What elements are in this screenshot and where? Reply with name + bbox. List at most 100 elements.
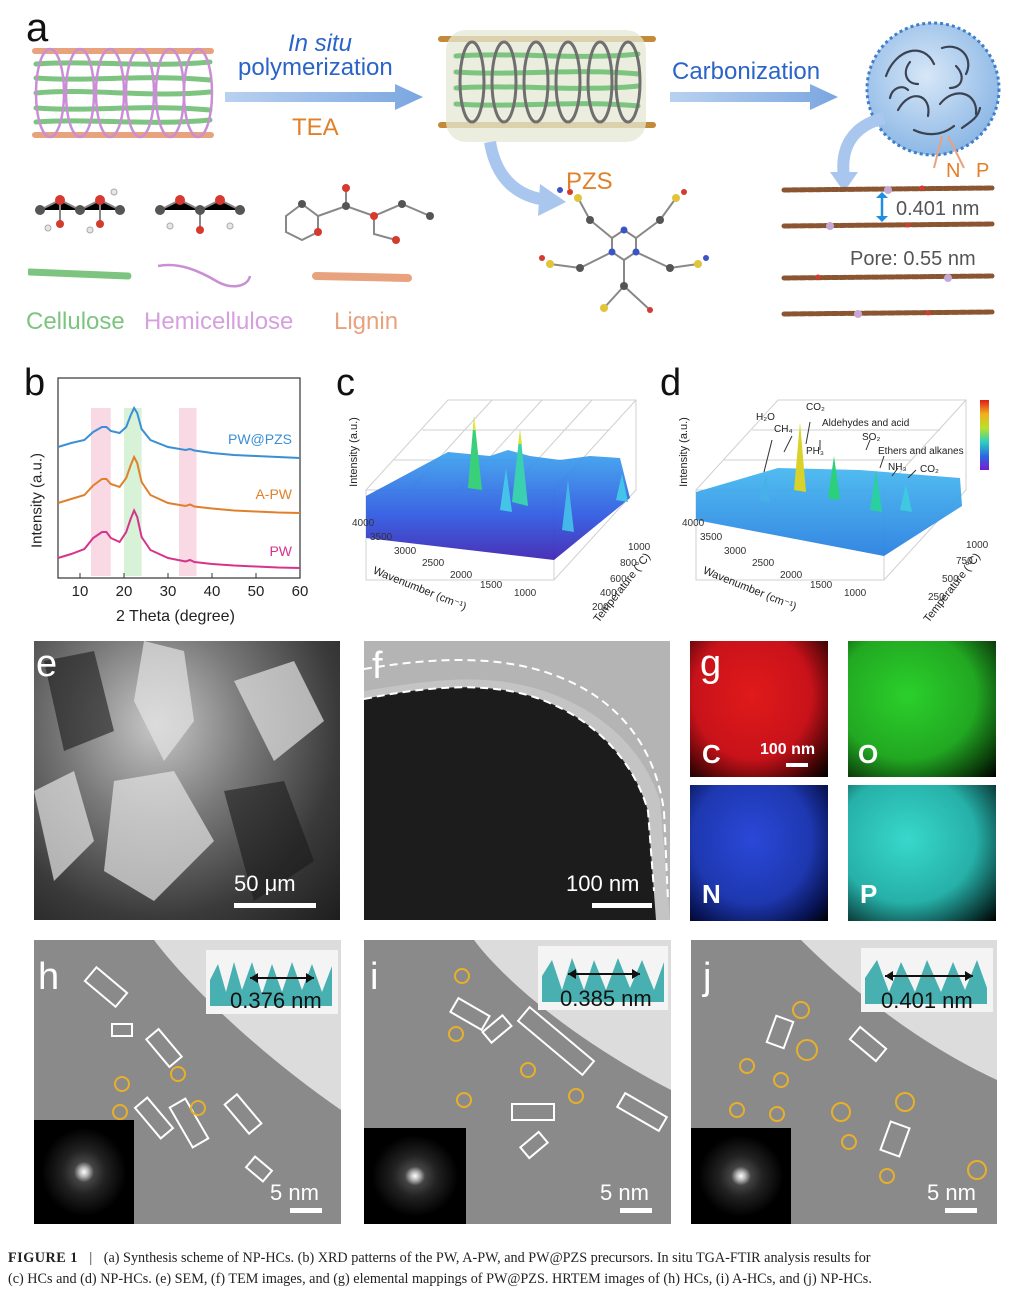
profile-inset-i: 0.385 nm	[538, 946, 668, 1011]
svg-text:3500: 3500	[370, 532, 393, 543]
svg-text:600: 600	[610, 574, 627, 585]
sem-texture	[34, 641, 324, 901]
panel-i-hrtem-image: 0.385 nm i 5 nm	[364, 940, 671, 1224]
hrtem-j-scale-label: 5 nm	[927, 1180, 976, 1205]
tem-scale-bar	[592, 903, 652, 908]
xrd-series-1	[57, 454, 301, 514]
xrd-series-label-0: PW@PZS	[228, 431, 292, 447]
panel-g-map-n: N	[690, 785, 828, 921]
reaction-arrow-1	[225, 84, 423, 110]
hemicellulose-molecule	[155, 195, 245, 234]
svg-text:3000: 3000	[724, 546, 747, 557]
sem-scale-label: 50 μm	[234, 871, 296, 896]
hrtem-j-scale-bar	[945, 1208, 977, 1213]
svg-text:800: 800	[620, 558, 637, 569]
interlayer-spacing-label: 0.401 nm	[896, 198, 980, 220]
xrd-xtick-label-4: 50	[248, 583, 265, 600]
reaction-arrow-2	[670, 84, 838, 110]
fft-inset-i	[364, 1128, 466, 1224]
svg-text:400: 400	[600, 588, 617, 599]
profile-inset-j: 0.401 nm	[861, 948, 993, 1013]
xrd-xtick-label-1: 20	[116, 583, 133, 600]
panel-letter-i: i	[370, 956, 379, 998]
fft-inset-j	[691, 1128, 791, 1224]
caption-line-1: (a) Synthesis scheme of NP-HCs. (b) XRD …	[103, 1250, 871, 1266]
hrtem-i-scale-bar	[620, 1208, 652, 1213]
panel-letter-b: b	[24, 362, 46, 404]
ftir-d-label-co2-a: CO₂	[806, 402, 825, 413]
ftir-d-label-nh3: NH₃	[888, 462, 907, 473]
hrtem-i-scale-label: 5 nm	[600, 1180, 649, 1205]
ftir-d-label-aldehydes: Aldehydes and acid	[822, 418, 910, 429]
xrd-highlight-band-0	[91, 408, 111, 576]
svg-text:1000: 1000	[844, 588, 867, 599]
legend-cellulose: Cellulose	[26, 308, 125, 335]
pore-size-label: Pore: 0.55 nm	[850, 248, 976, 270]
svg-text:1000: 1000	[628, 542, 651, 553]
panel-h-hrtem-image: 0.376 nm h 5 nm	[34, 940, 341, 1224]
hrtem-h-scale-bar	[290, 1208, 322, 1213]
map-scale-bar	[786, 763, 808, 767]
pzs-branch-arrow	[484, 140, 566, 216]
pzs-label: PZS	[566, 168, 613, 195]
zoom-lines	[933, 135, 965, 169]
legend-lignin: Lignin	[334, 308, 399, 335]
step1-label-line2: polymerization	[238, 54, 393, 81]
xrd-xlabel: 2 Theta (degree)	[116, 608, 235, 625]
panel-letter-h: h	[38, 956, 60, 998]
ftir-c-ylabel: Intensity (a.u.)	[348, 417, 360, 487]
xrd-series-0	[57, 405, 301, 459]
panel-letter-g: g	[700, 643, 722, 685]
panel-letter-f: f	[372, 645, 383, 687]
panel-e-sem-image: e 50 μm	[34, 641, 340, 920]
xrd-ylabel: Intensity (a.u.)	[28, 452, 46, 549]
ftir-d-label-co2-b: CO₂	[920, 464, 939, 475]
step1-label-line1: In situ	[288, 30, 353, 57]
cellulose-molecule	[35, 188, 125, 234]
caption-line-2: (c) HCs and (d) NP-HCs. (e) SEM, (f) TEM…	[8, 1271, 872, 1287]
panel-d: d 4000 3500 3000 2500 2000 1500 1000	[660, 360, 1015, 640]
lignin-molecule	[285, 184, 434, 244]
ftir-d-label-so2: SO₂	[862, 432, 881, 443]
svg-text:2000: 2000	[450, 570, 473, 581]
panel-c: c 4000 3500 3000 2500 2000 1500 1000 200 400 600…	[330, 360, 675, 640]
map-label-n: N	[702, 879, 721, 909]
svg-text:250: 250	[928, 592, 945, 603]
graphitic-layers-illustration	[781, 185, 995, 318]
ftir-d-label-ethers: Ethers and alkanes	[878, 446, 964, 457]
svg-text:500: 500	[942, 574, 959, 585]
svg-text:3000: 3000	[394, 546, 417, 557]
coated-biomass-illustration	[438, 30, 656, 142]
xrd-series-2	[57, 508, 301, 569]
zoom-arrow	[830, 112, 886, 192]
svg-text:3500: 3500	[700, 532, 723, 543]
svg-text:4000: 4000	[682, 518, 705, 529]
svg-text:1000: 1000	[966, 540, 989, 551]
panel-letter-d: d	[660, 362, 682, 404]
xrd-xtick-label-2: 30	[160, 583, 177, 600]
svg-text:2000: 2000	[780, 570, 803, 581]
legend-hemicellulose: Hemicellulose	[144, 308, 294, 335]
map-scale-label: 100 nm	[760, 741, 816, 758]
xrd-xtick-label-3: 40	[204, 583, 221, 600]
svg-text:200: 200	[592, 602, 609, 613]
figure-caption: FIGURE 1 | (a) Synthesis scheme of NP-HC…	[8, 1248, 1018, 1290]
xrd-chart: 10 20 30 40 50 60 PW@PZS A-PW PW	[57, 377, 308, 600]
legend-swatches	[28, 263, 412, 288]
map-label-p: P	[860, 879, 878, 909]
svg-text:2500: 2500	[422, 558, 445, 569]
tem-particle	[364, 659, 670, 920]
hrtem-h-scale-label: 5 nm	[270, 1180, 319, 1205]
spacing-label-i: 0.385 nm	[560, 986, 652, 1011]
panel-a: a In situ polymerization TEA	[0, 0, 1023, 350]
svg-text:1500: 1500	[480, 580, 503, 591]
panel-b: b 10 20 30 40 50 60 PW@PZS A-PW PW Intensity (a.…	[0, 360, 320, 635]
profile-inset-h: 0.376 nm	[206, 950, 338, 1014]
spacing-label-h: 0.376 nm	[230, 988, 322, 1013]
hard-carbon-sphere	[865, 21, 1001, 157]
svg-text:1000: 1000	[514, 588, 537, 599]
svg-text:2500: 2500	[752, 558, 775, 569]
panel-letter-j: j	[703, 956, 712, 998]
